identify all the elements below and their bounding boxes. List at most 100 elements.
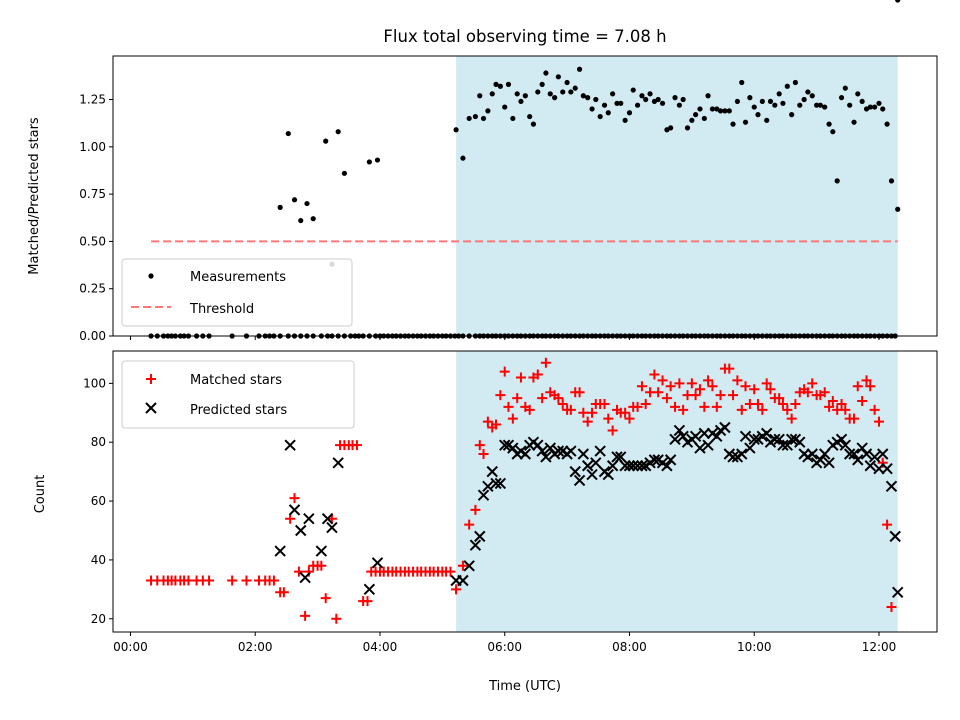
y-tick-label-bottom: 60 [91, 494, 106, 508]
measurement-point [610, 91, 616, 97]
matched-point [204, 575, 215, 586]
measurement-point [826, 121, 832, 127]
predicted-point [536, 445, 548, 457]
bottom-legend-box [121, 360, 355, 429]
matched-point [607, 425, 618, 436]
matched-point [836, 398, 847, 409]
measurement-point [614, 100, 620, 106]
top-legend-box [121, 258, 353, 327]
measurement-point [797, 102, 803, 108]
measurement-point [552, 95, 558, 101]
predicted-point [332, 457, 344, 469]
matched-point [665, 381, 676, 392]
measurement-point [493, 81, 499, 87]
predicted-point [619, 460, 631, 472]
predicted-point [891, 586, 904, 598]
predicted-point [736, 448, 748, 460]
measurement-point [374, 157, 381, 163]
measurement-point [530, 121, 537, 127]
predicted-point [636, 460, 648, 472]
predicted-point [321, 513, 334, 525]
measurement-point [814, 102, 820, 108]
legend-measurements: Measurements [190, 270, 286, 285]
measurement-point [572, 85, 578, 91]
x-marker-icon [145, 402, 157, 414]
predicted-point [303, 513, 315, 525]
predicted-point [569, 465, 581, 478]
predicted-point [540, 451, 552, 463]
matched-point [507, 413, 518, 424]
measurement-point [568, 89, 574, 95]
predicted-point [474, 530, 486, 543]
matched-point [790, 398, 801, 409]
bottom-axes-frame [112, 350, 938, 633]
predicted-point [295, 524, 307, 537]
predicted-point [590, 457, 602, 469]
predicted-point [494, 477, 507, 490]
measurement-point [626, 110, 633, 116]
measurement-point [585, 95, 591, 101]
matched-point [852, 381, 863, 392]
bottom-ylabel: Count [33, 475, 48, 514]
measurement-point [855, 91, 861, 97]
matched-point [293, 566, 304, 577]
measurement-point [535, 89, 541, 95]
measurement-point [751, 104, 757, 110]
matched-point [457, 560, 468, 571]
predicted-point [573, 474, 586, 487]
predicted-point [611, 451, 623, 463]
measurement-point [630, 87, 636, 93]
measurement-point [593, 96, 599, 103]
measurement-point [502, 104, 508, 110]
measurement-point [518, 98, 524, 105]
matched-point [686, 378, 697, 389]
matched-point [752, 398, 763, 409]
matched-point [653, 387, 664, 398]
measurement-point [680, 96, 686, 103]
predicted-point [648, 454, 661, 466]
predicted-point [819, 448, 831, 460]
measurement-point [304, 200, 310, 207]
measurement-point [784, 83, 790, 89]
matched-point [827, 396, 838, 407]
predicted-point [881, 462, 893, 475]
predicted-point [885, 480, 898, 493]
predicted-point [727, 451, 739, 463]
predicted-point [519, 448, 532, 460]
measurement-point [705, 93, 711, 99]
predicted-point [698, 427, 711, 440]
matched-point [707, 381, 718, 392]
predicted-points [274, 421, 904, 598]
measurement-point [622, 117, 628, 123]
predicted-point [823, 457, 835, 469]
y-tick-label-bottom: 80 [91, 435, 106, 449]
matched-point [711, 401, 722, 412]
matched-point [495, 390, 506, 401]
measurement-point [809, 93, 815, 99]
matched-point [540, 357, 551, 368]
measurement-point [726, 108, 732, 114]
predicted-point [615, 451, 627, 463]
matched-point [362, 596, 373, 607]
x-axis-label: Time (UTC) [488, 679, 561, 694]
measurement-point [672, 95, 678, 101]
matched-point [632, 401, 643, 412]
matched-point [624, 413, 635, 424]
matched-point [478, 448, 489, 459]
matched-point [865, 381, 876, 392]
measurement-point [543, 70, 549, 76]
predicted-point [623, 460, 636, 472]
predicted-point [363, 583, 376, 596]
measurement-point [510, 115, 516, 122]
measurement-point [647, 91, 653, 97]
predicted-point [326, 521, 338, 534]
predicted-point [860, 448, 873, 460]
predicted-point [288, 504, 301, 516]
measurement-point [747, 95, 753, 101]
matched-point [670, 401, 681, 412]
matched-point [690, 390, 701, 401]
matched-point [777, 398, 788, 409]
predicted-point [843, 448, 856, 460]
matched-point [515, 372, 526, 383]
measurement-point [589, 106, 595, 112]
